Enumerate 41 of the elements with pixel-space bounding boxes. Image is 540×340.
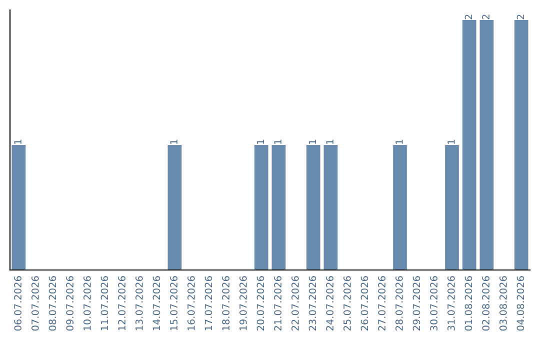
x-tick-label: 07.07.2026 — [31, 276, 39, 331]
x-tick-label: 19.07.2026 — [239, 276, 247, 330]
data-label: 1 — [274, 140, 282, 144]
x-tick-label: 15.07.2026 — [170, 276, 178, 330]
x-tick-label: 10.07.2026 — [83, 276, 91, 330]
data-label: 1 — [170, 140, 178, 144]
x-tick-label: 13.07.2026 — [135, 276, 143, 330]
x-tick-label: 29.07.2026 — [412, 276, 420, 331]
x-tick-label: 08.07.2026 — [48, 276, 56, 331]
x-tick-label: 30.07.2026 — [430, 276, 438, 330]
x-tick-label: 28.07.2026 — [395, 276, 403, 331]
data-label: 1 — [326, 140, 334, 144]
data-label: 2 — [516, 14, 524, 20]
x-tick-label: 12.07.2026 — [118, 276, 126, 330]
x-tick-label: 31.07.2026 — [447, 276, 455, 330]
x-tick-label: 23.07.2026 — [308, 276, 316, 331]
data-label: 1 — [448, 140, 455, 144]
x-tick-label: 11.07.2026 — [100, 276, 108, 330]
x-tick-label: 25.07.2026 — [343, 276, 351, 331]
x-tick-label: 04.08.2026 — [516, 276, 524, 331]
x-tick-label: 20.07.2026 — [256, 276, 264, 331]
x-tick-label: 17.07.2026 — [204, 276, 212, 330]
x-tick-label: 18.07.2026 — [222, 276, 230, 330]
data-label: 1 — [14, 140, 22, 144]
data-label: 1 — [256, 140, 264, 144]
data-label: 2 — [482, 14, 490, 20]
x-tick-label: 14.07.2026 — [152, 276, 160, 330]
x-tick-label: 01.08.2026 — [464, 276, 472, 331]
data-label: 2 — [464, 14, 472, 20]
x-tick-label: 09.07.2026 — [66, 276, 74, 331]
x-tick-label: 21.07.2026 — [274, 276, 282, 331]
data-label: 1 — [308, 140, 316, 144]
x-tick-label: 26.07.2026 — [360, 276, 368, 331]
x-tick-label: 22.07.2026 — [291, 276, 299, 331]
x-tick-label: 27.07.2026 — [378, 276, 386, 331]
x-tick-label: 06.07.2026 — [14, 276, 22, 331]
data-label: 1 — [396, 140, 403, 144]
x-tick-label: 02.08.2026 — [482, 276, 490, 331]
x-tick-label: 16.07.2026 — [187, 276, 195, 330]
x-tick-label: 24.07.2026 — [326, 276, 334, 331]
x-tick-label: 03.08.2026 — [499, 276, 507, 331]
